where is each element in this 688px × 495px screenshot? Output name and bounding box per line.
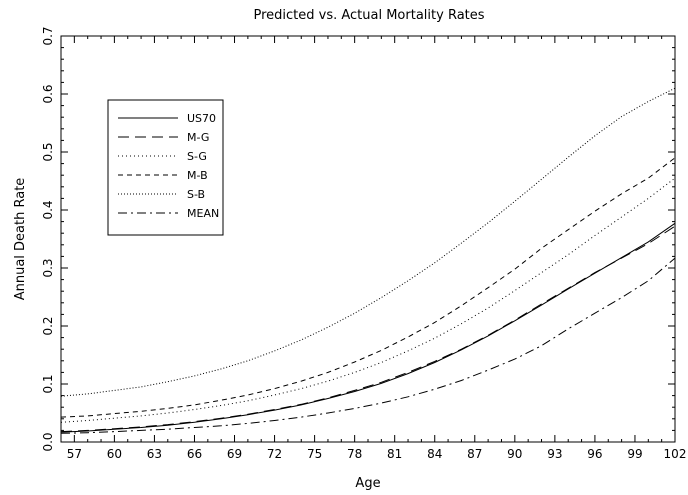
series-line-mean (60, 257, 676, 434)
series-line-s-g (60, 177, 676, 423)
legend-label: MEAN (187, 207, 219, 220)
x-tick-label: 93 (547, 447, 562, 461)
x-tick-label: 81 (387, 447, 402, 461)
plot-area (60, 35, 676, 443)
legend-label: M-G (187, 131, 209, 144)
x-tick-label: 60 (107, 447, 122, 461)
series-line-m-b (60, 157, 676, 418)
legend-label: US70 (187, 112, 216, 125)
y-tick-label: 0.7 (41, 26, 55, 45)
y-tick-label: 0.0 (41, 432, 55, 451)
chart-title: Predicted vs. Actual Mortality Rates (253, 8, 484, 23)
series-line-m-g (60, 225, 676, 433)
y-tick-label: 0.6 (41, 84, 55, 103)
legend-label: M-B (187, 169, 208, 182)
x-axis-label: Age (355, 476, 380, 491)
legend-box (107, 99, 224, 236)
x-tick-label: 78 (347, 447, 362, 461)
x-tick-label: 90 (507, 447, 522, 461)
legend-label: S-G (187, 150, 207, 163)
x-tick-label: 72 (267, 447, 282, 461)
y-axis-label: Annual Death Rate (13, 178, 28, 301)
x-tick-label: 69 (227, 447, 242, 461)
x-tick-label: 63 (147, 447, 162, 461)
y-tick-label: 0.4 (41, 200, 55, 219)
series-lines (60, 87, 676, 434)
legend-label: S-B (187, 188, 205, 201)
series-line-us70 (60, 222, 676, 433)
x-tick-label: 96 (587, 447, 602, 461)
y-tick-label: 0.2 (41, 316, 55, 335)
x-tick-label: 84 (427, 447, 442, 461)
x-tick-label: 75 (307, 447, 322, 461)
legend: US70 M-G S-G M-B S-B MEAN (107, 99, 224, 236)
y-tick-label: 0.5 (41, 142, 55, 161)
x-tick-label: 66 (187, 447, 202, 461)
x-axis: 57 60 63 66 69 72 75 78 81 84 87 90 93 96 99 102 (60, 36, 687, 461)
x-tick-label: 99 (627, 447, 642, 461)
y-tick-label: 0.1 (41, 374, 55, 393)
y-axis: 0.0 0.1 0.2 0.3 0.4 0.5 0.6 0.7 (41, 26, 675, 452)
y-tick-label: 0.3 (41, 258, 55, 277)
x-tick-label: 57 (67, 447, 82, 461)
x-tick-label: 87 (467, 447, 482, 461)
x-tick-label: 102 (664, 447, 687, 461)
